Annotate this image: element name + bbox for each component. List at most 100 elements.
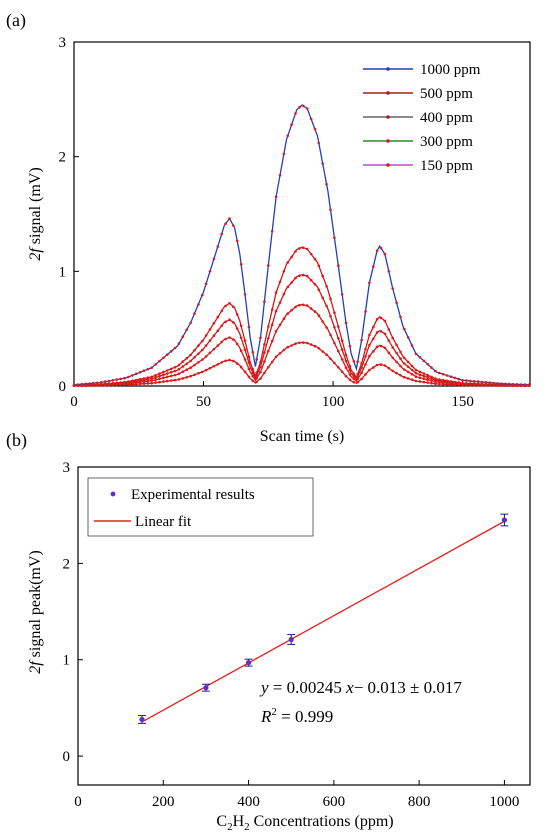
x-tick-label: 200 [152,794,175,810]
data-point [208,328,212,331]
data-point [142,382,146,385]
data-point [173,369,177,373]
data-point [309,307,313,310]
data-point [189,321,192,325]
data-point [177,372,181,376]
data-point [410,364,414,368]
data-point [169,379,173,382]
data-point [403,356,406,360]
data-point [476,382,480,386]
data-point [208,351,212,355]
data-point [333,361,336,365]
panel-a-ticks: 0 50 100 150 0 1 2 3 [59,35,474,410]
data-point [461,381,464,385]
data-point [220,232,223,236]
data-point [352,377,356,381]
data-point [290,344,293,347]
data-point [449,375,453,379]
data-point [438,382,441,386]
data-point [302,104,305,108]
data-point [368,333,371,337]
data-point [391,287,395,290]
data-point [360,366,363,370]
data-point [305,341,309,345]
data-point [325,353,328,357]
data-point [406,365,410,369]
data-point [329,357,332,361]
data-point [243,358,247,361]
data-point [364,373,367,376]
data-point [298,106,301,109]
data-point [169,350,173,353]
data-point [313,283,317,286]
data-point [158,374,161,378]
data-point [302,246,305,249]
data-point [267,366,270,369]
data-point [340,293,344,296]
data-point [232,338,235,341]
data-point [216,329,220,333]
data-point [162,370,165,374]
legend-label-500ppm: 500 ppm [420,86,473,102]
x-tick-label: 150 [451,394,474,410]
data-point [391,369,395,373]
data-point [216,344,220,347]
data-point [305,107,309,110]
data-point [119,381,122,384]
data-point [212,322,216,325]
data-point [263,360,266,363]
legend-label-150ppm: 150 ppm [420,158,473,174]
data-point [232,321,235,324]
data-point [255,371,258,375]
data-point [364,363,367,366]
data-point [313,127,317,131]
data-point [270,339,274,343]
data-point [247,375,251,379]
data-point [379,344,383,348]
data-point [348,378,352,382]
data-point [243,293,247,296]
data-point [317,264,321,268]
data-point [239,336,243,340]
data-point [115,381,119,385]
x-tick-label: 800 [408,794,431,810]
data-point [410,378,414,382]
data-point [267,264,270,267]
data-point [88,382,91,385]
data-point [302,303,305,307]
data-point [391,346,395,349]
data-point [235,327,239,330]
data-point [368,281,371,285]
data-point [294,112,297,115]
data-point [201,348,204,352]
data-point [403,368,406,371]
data-point [519,383,523,386]
data-point [298,274,301,278]
data-point [484,381,488,384]
data-point [383,252,387,256]
data-point [321,296,325,300]
data-point [103,380,107,383]
fit-line [141,520,505,723]
data-point [166,353,169,356]
data-point [445,374,449,377]
data-point [123,380,126,384]
data-point [504,382,507,386]
data-point [508,382,511,386]
data-point [317,141,321,145]
legend-item-500ppm: 500 ppm [363,86,473,102]
data-point [399,357,402,360]
y-tick-label: 0 [59,379,67,395]
data-point [274,355,278,359]
data-point [422,380,426,384]
data-point [185,328,188,332]
data-point [372,350,375,353]
data-point [364,355,367,358]
data-point [274,195,278,199]
data-point [228,217,231,220]
series-line-300ppm [73,303,531,387]
data-point [480,380,484,384]
legend-label-linear-fit: Linear fit [135,514,192,530]
data-point [360,377,363,381]
legend-item-400ppm: 400 ppm [363,110,473,126]
